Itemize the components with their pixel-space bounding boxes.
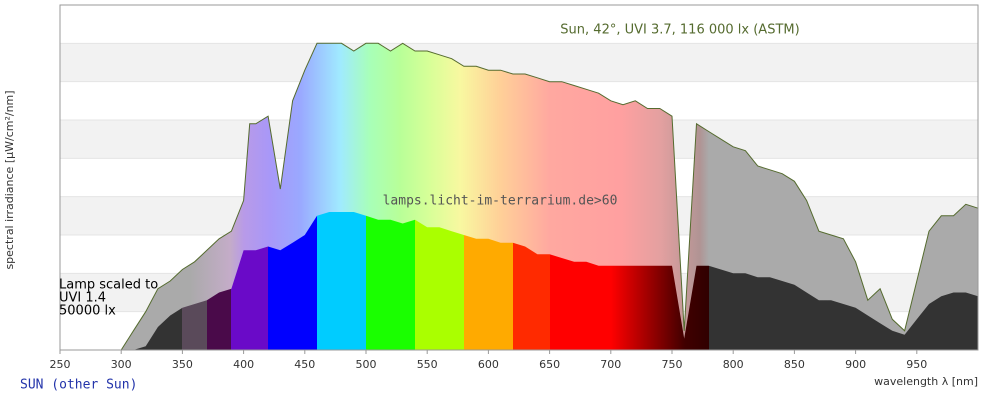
sun-link[interactable]: SUN (other Sun)	[20, 378, 137, 393]
x-tick-label: 800	[723, 358, 744, 371]
x-tick-label: 900	[845, 358, 866, 371]
x-tick-label: 750	[662, 358, 683, 371]
x-tick-label: 700	[600, 358, 621, 371]
chart-title: Sun, 42°, UVI 3.7, 116 000 lx (ASTM)	[560, 23, 799, 38]
x-tick-label: 600	[478, 358, 499, 371]
lamp-label: UVI 1.4	[59, 291, 106, 306]
y-axis-label: spectral irradiance [µW/cm²/nm]	[3, 90, 16, 269]
x-tick-label: 250	[50, 358, 71, 371]
x-tick-label: 400	[233, 358, 254, 371]
series-area	[121, 212, 978, 350]
x-tick-label: 950	[906, 358, 927, 371]
x-tick-label: 350	[172, 358, 193, 371]
x-tick-label: 650	[539, 358, 560, 371]
x-tick-label: 850	[784, 358, 805, 371]
lamp-label: 50000 lx	[59, 304, 116, 319]
plot-area	[60, 4, 979, 351]
x-tick-label: 450	[294, 358, 315, 371]
x-tick-label: 550	[417, 358, 438, 371]
series-line	[120, 42, 979, 351]
x-axis-label: wavelength λ [nm]	[874, 375, 978, 388]
watermark: lamps.licht-im-terrarium.de>60	[383, 194, 618, 209]
x-tick-label: 300	[111, 358, 132, 371]
lamp-label: Lamp scaled to	[59, 278, 158, 293]
x-tick-label: 500	[356, 358, 377, 371]
plot-border	[59, 4, 979, 351]
